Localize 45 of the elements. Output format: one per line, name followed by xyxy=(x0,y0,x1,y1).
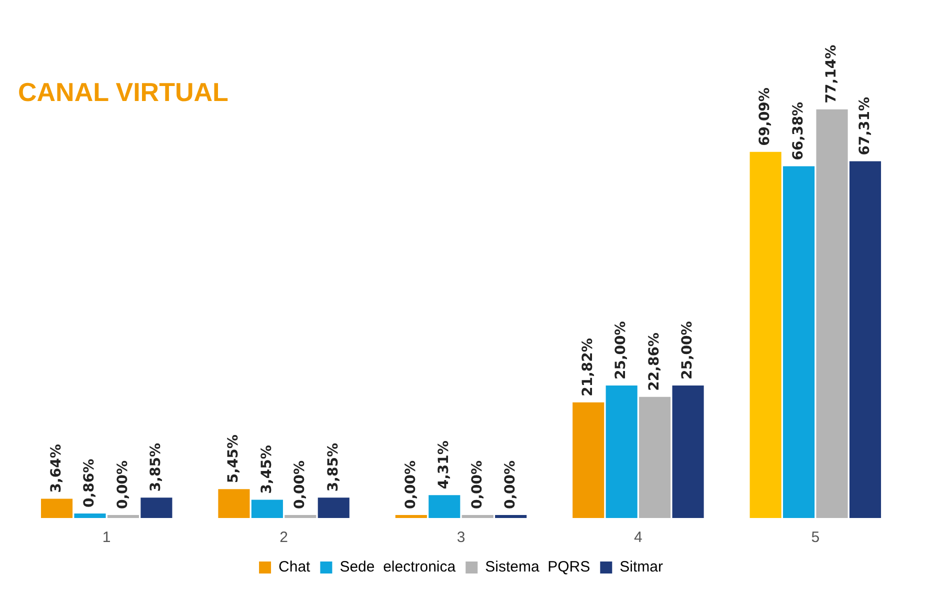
bar xyxy=(816,109,848,518)
x-tick-label: 1 xyxy=(102,529,111,546)
data-label: 69,09% xyxy=(757,88,774,146)
data-label: 0,86% xyxy=(82,458,98,508)
bar xyxy=(849,161,882,518)
data-label: 5,45% xyxy=(226,434,242,484)
data-label: 25,00% xyxy=(680,321,696,380)
bar xyxy=(318,498,350,518)
chart-title: CANAL VIRTUAL xyxy=(18,76,229,107)
data-label: 3,64% xyxy=(48,444,64,493)
x-tick-label: 3 xyxy=(456,529,466,546)
data-label: 3,85% xyxy=(148,443,164,492)
bar xyxy=(750,152,782,518)
legend-label: Sistema PQRS xyxy=(485,558,590,576)
data-label: 0,00% xyxy=(502,460,518,509)
data-label: 66,38% xyxy=(790,102,806,160)
data-label: 0,00% xyxy=(114,460,131,509)
data-label: 4,31% xyxy=(436,440,452,490)
data-label: 77,14% xyxy=(824,44,840,104)
data-label: 67,31% xyxy=(856,96,873,156)
bar xyxy=(606,386,638,518)
legend-label: Sitmar xyxy=(620,558,663,576)
data-label: 0,00% xyxy=(402,460,419,509)
bar xyxy=(428,495,460,518)
data-label: 0,00% xyxy=(292,460,308,509)
data-label: 3,45% xyxy=(258,445,275,494)
data-label: 25,00% xyxy=(613,321,630,380)
x-tick-label: 2 xyxy=(280,529,288,546)
x-tick-label: 4 xyxy=(634,529,642,546)
legend-label: Chat xyxy=(278,558,312,576)
data-label: 0,00% xyxy=(469,460,486,509)
bar xyxy=(40,498,73,518)
data-label: 21,82% xyxy=(580,338,596,396)
legend-label: Sede electronica xyxy=(340,558,456,576)
bar xyxy=(572,402,604,518)
bar xyxy=(140,498,172,518)
bar xyxy=(639,396,671,518)
x-tick-label: 5 xyxy=(811,529,820,546)
bar xyxy=(251,500,283,518)
bar xyxy=(783,166,815,518)
bar xyxy=(672,386,704,518)
bar xyxy=(74,513,106,518)
data-label: 22,86% xyxy=(646,332,662,391)
data-label: 3,85% xyxy=(325,443,342,492)
bar xyxy=(218,489,250,518)
